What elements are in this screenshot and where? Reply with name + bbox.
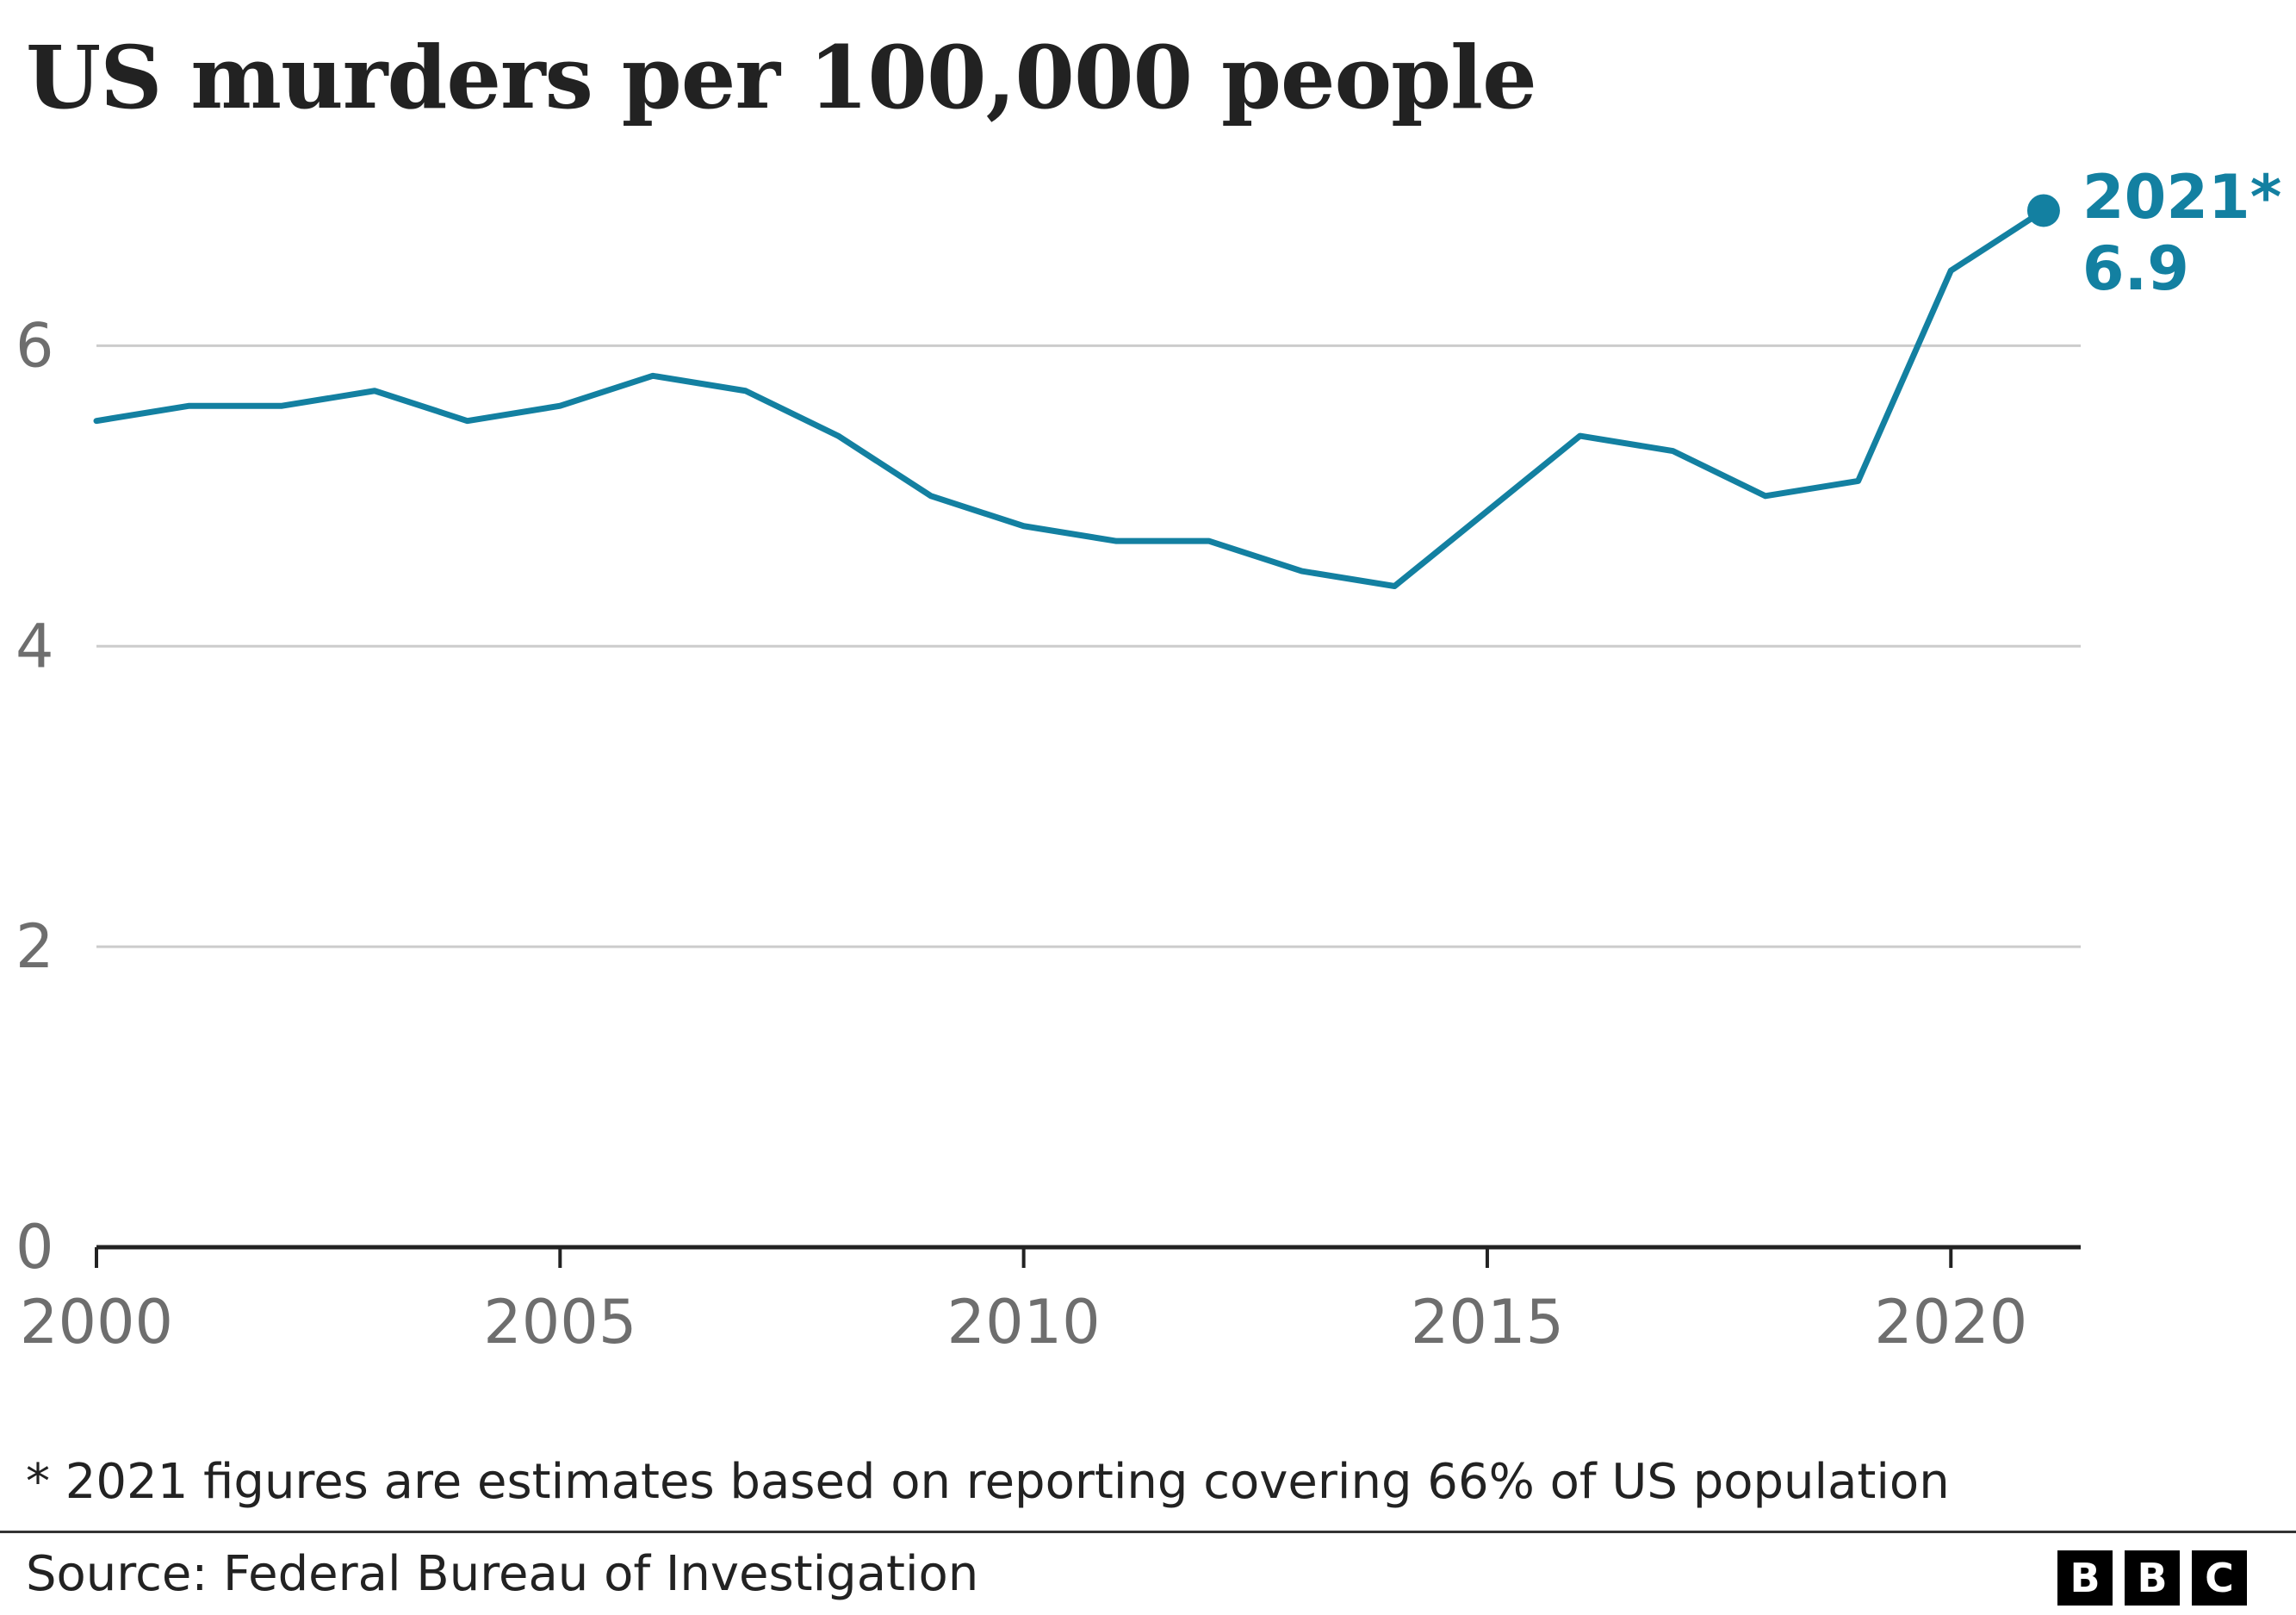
x-tick-label: 2015 <box>1411 1287 1564 1357</box>
y-tick-label: 6 <box>16 310 54 381</box>
series-line <box>93 207 2047 590</box>
end-label-year: 2021* <box>2082 162 2281 233</box>
footnote: * 2021 figures are estimates based on re… <box>26 1454 1950 1510</box>
logo-letter: B <box>2057 1550 2113 1606</box>
end-label-value: 6.9 <box>2082 233 2189 304</box>
y-tick-label: 4 <box>16 611 54 681</box>
gridlines <box>96 344 2081 948</box>
y-tick-label: 2 <box>16 911 54 982</box>
y-axis-ticks: 0 2 4 6 <box>16 310 54 1283</box>
end-label-group: 2021*6.9 <box>2082 162 2281 304</box>
y-tick-label: 0 <box>16 1212 54 1283</box>
logo-letter: B <box>2125 1550 2180 1606</box>
x-axis: 2000 2005 2010 2015 2020 <box>20 1245 2081 1357</box>
logo-letter: C <box>2192 1550 2247 1606</box>
chart-title: US murders per 100,000 people <box>26 27 1537 128</box>
source-text: Source: Federal Bureau of Investigation <box>26 1546 979 1602</box>
series-group <box>93 194 2060 590</box>
x-tick-label: 2020 <box>1874 1287 2027 1357</box>
line-chart: 0 2 4 6 2000 2005 2010 2015 2020 2021*6.9 <box>16 162 2281 1357</box>
end-point-marker <box>2026 194 2060 227</box>
x-tick-label: 2000 <box>20 1287 173 1357</box>
x-tick-label: 2010 <box>947 1287 1101 1357</box>
divider <box>0 1531 2296 1533</box>
bbc-logo: B B C <box>2057 1550 2247 1606</box>
x-tick-label: 2005 <box>483 1287 636 1357</box>
